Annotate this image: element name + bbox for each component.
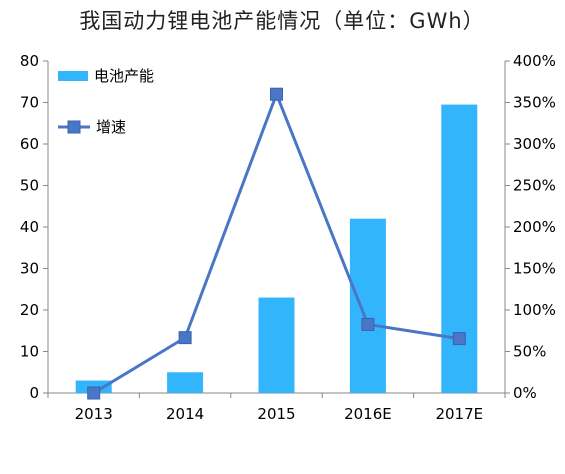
x-tick-label: 2017E [435, 405, 483, 423]
point-growth [270, 87, 283, 101]
y-right-tick-label: 100% [513, 301, 556, 319]
point-growth [87, 386, 101, 400]
line-group [87, 87, 466, 400]
legend-swatch-bar [58, 71, 88, 81]
y-left-tick-label: 10 [20, 343, 39, 361]
y-right-tick-label: 200% [513, 218, 556, 236]
bar-capacity [441, 104, 478, 393]
y-right-tick-label: 400% [513, 52, 556, 70]
y-left-tick-label: 50 [20, 177, 39, 195]
y-right-tick-label: 250% [513, 177, 556, 195]
y-left-tick-label: 0 [29, 384, 39, 402]
y-right-tick-label: 150% [513, 260, 556, 278]
bar-capacity [167, 372, 204, 393]
chart-title: 我国动力锂电池产能情况（单位：GWh） [79, 9, 484, 33]
point-growth [178, 331, 192, 345]
bar-capacity [258, 297, 295, 393]
bars-group [75, 104, 478, 393]
x-tick-label: 2016E [344, 405, 392, 423]
y-right-tick-label: 300% [513, 135, 556, 153]
legend-label-bar: 电池产能 [94, 67, 154, 85]
legend-label-line: 增速 [96, 118, 126, 136]
y-right-tick-label: 0% [513, 384, 537, 402]
y-left-tick-label: 30 [20, 260, 39, 278]
y-right-tick-label: 350% [513, 94, 556, 112]
legend-swatch-marker [67, 120, 81, 134]
y-right-tick-label: 50% [513, 343, 546, 361]
bar-capacity [349, 218, 386, 393]
x-tick-label: 2015 [257, 405, 295, 423]
x-tick-label: 2013 [75, 405, 113, 423]
x-tick-label: 2014 [166, 405, 204, 423]
y-left-tick-label: 40 [20, 218, 39, 236]
y-left-tick-label: 80 [20, 52, 39, 70]
point-growth [452, 332, 466, 346]
y-left-tick-label: 60 [20, 135, 39, 153]
point-growth [361, 317, 375, 331]
axes-group: 0 10 20 30 40 50 60 70 80 0% 50% 100% 150% 200% 250% 30… [20, 52, 556, 423]
y-left-tick-label: 20 [20, 301, 39, 319]
y-left-tick-label: 70 [20, 94, 39, 112]
